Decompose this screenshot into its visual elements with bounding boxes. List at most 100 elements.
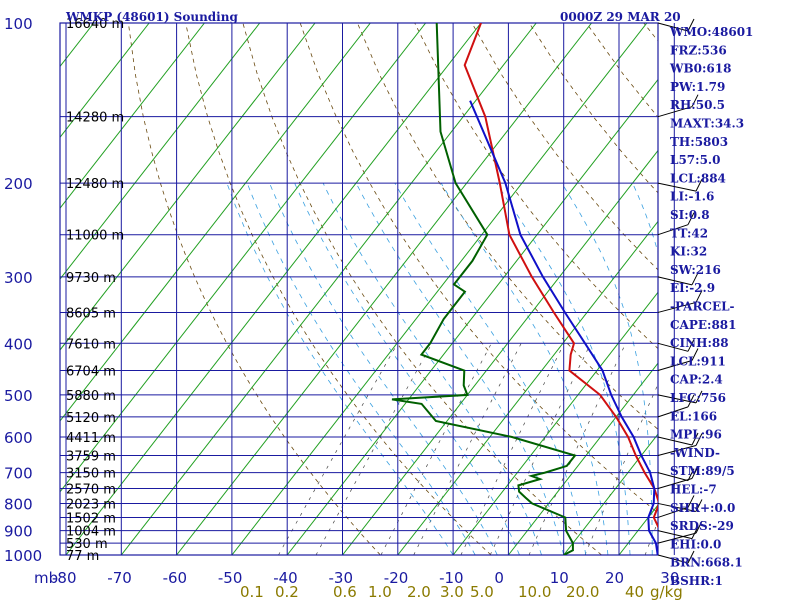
stability-index: L57:5.0 xyxy=(670,153,720,167)
isotherm-line xyxy=(508,362,658,555)
stability-index: LCL:884 xyxy=(670,171,726,185)
temperature-tick-label: 20 xyxy=(605,569,624,587)
isotherm-line xyxy=(176,23,592,555)
temperature-tick-label: -80 xyxy=(52,569,77,587)
wind-barb-shaft xyxy=(657,106,693,118)
temperature-tick-label: -50 xyxy=(218,569,243,587)
wind-barb-shaft xyxy=(657,502,697,512)
pressure-labels: 100 200 300 400 500 600 700 800 900 1000 xyxy=(4,15,42,565)
dry-adiabat-line xyxy=(471,23,658,271)
stability-index: BSHR:1 xyxy=(670,574,723,588)
mixing-ratio-label: 2.0 xyxy=(407,583,431,600)
mixing-ratio-label: 1.0 xyxy=(368,583,392,600)
mixing-ratio-labels: 0.1 0.2 0.6 1.0 2.0 3.0 5.0 10.0 20.0 40 g/kg xyxy=(240,583,683,600)
stability-index: SI:0.8 xyxy=(670,208,710,222)
mixing-ratio-label: 20.0 xyxy=(566,583,599,600)
stability-index: CAP:2.4 xyxy=(670,373,723,387)
wind-barb-flag xyxy=(695,499,703,512)
mixing-ratio-label: 0.6 xyxy=(333,583,357,600)
height-label: 1004 m xyxy=(66,525,116,540)
height-label: 6704 m xyxy=(66,365,116,380)
stability-index: LFC:756 xyxy=(670,391,726,405)
temperature-tick-label: 0 xyxy=(494,569,504,587)
wind-barb-flag xyxy=(687,468,695,481)
mixing-ratio-line xyxy=(460,343,565,555)
moist-adiabat-line xyxy=(269,182,498,555)
dry-adiabat-line xyxy=(758,23,800,555)
stability-index: SW:216 xyxy=(670,263,721,277)
stability-index: HEL:-7 xyxy=(670,483,717,497)
stability-index: EL:166 xyxy=(670,409,717,423)
isotherm-line xyxy=(452,291,658,555)
mixing-ratio-label: 10.0 xyxy=(518,583,551,600)
pressure-label: 500 xyxy=(4,387,33,405)
wind-barb-flag xyxy=(695,520,703,534)
isotherm-line xyxy=(60,23,427,493)
stability-index: MAXT:34.3 xyxy=(670,117,744,131)
dry-adiabat-line xyxy=(414,23,658,350)
wind-barb-flag xyxy=(695,178,703,192)
mixing-ratio-line xyxy=(584,383,658,555)
stability-index: -PARCEL- xyxy=(670,300,735,314)
wind-barb-shaft xyxy=(657,532,697,544)
wind-barb-flag xyxy=(695,433,703,446)
stability-index: LCL:911 xyxy=(670,354,726,368)
mixing-ratio-label: 40 xyxy=(625,583,644,600)
height-label: 5880 m xyxy=(66,389,116,404)
wind-barb-shaft xyxy=(657,554,689,564)
pressure-label: 300 xyxy=(4,269,33,287)
wind-barbs xyxy=(657,18,703,564)
wind-barb-flag xyxy=(687,18,695,32)
height-label: 1502 m xyxy=(66,511,116,526)
stability-indices: WMO:48601 FRZ:536 WB0:618 PW:1.79 RH:50.5 MAX… xyxy=(669,25,753,588)
pressure-label: 700 xyxy=(4,465,33,483)
stability-index: SHR+:0.0 xyxy=(670,501,735,515)
temperature-tick-label: -70 xyxy=(107,569,132,587)
height-label: 14280 m xyxy=(66,111,124,126)
temperature-tick-label: -20 xyxy=(384,569,409,587)
stability-index: EI:-2.9 xyxy=(670,281,715,295)
moist-adiabat-line xyxy=(294,182,520,555)
wind-barb-flag xyxy=(695,290,703,303)
stability-index: PW:1.79 xyxy=(670,80,725,94)
stability-index: -WIND- xyxy=(670,446,720,460)
wind-barb-shaft xyxy=(657,394,697,404)
height-label: 7610 m xyxy=(66,337,116,352)
dry-adiabat-line xyxy=(528,23,658,194)
sounding-profiles xyxy=(391,23,658,555)
isotherm-line xyxy=(65,23,482,555)
stability-index: BRN:668.1 xyxy=(670,556,743,570)
height-label: 2023 m xyxy=(66,497,116,512)
isotherm-line xyxy=(286,78,658,555)
temperature-tick-label: -40 xyxy=(273,569,298,587)
height-label: 4411 m xyxy=(66,431,116,446)
mixing-ratio-label: 0.2 xyxy=(275,583,299,600)
height-label: 8605 m xyxy=(66,306,116,321)
wind-barb-shaft xyxy=(657,276,693,286)
isotherm-line xyxy=(563,433,658,555)
isotherm-line xyxy=(397,220,658,555)
height-label: 16640 m xyxy=(66,17,124,32)
wind-barb-shaft xyxy=(657,478,693,490)
stability-index: RH:50.5 xyxy=(670,98,725,112)
wind-barb-shaft xyxy=(657,301,697,313)
height-label: 5120 m xyxy=(66,411,116,426)
pressure-label: 400 xyxy=(4,335,33,353)
wind-barb-shaft xyxy=(657,472,689,482)
wind-barb-flag xyxy=(687,550,695,564)
temperature-tick-label: 30 xyxy=(660,569,679,587)
wind-barb-flag xyxy=(687,339,695,352)
isotherm-line xyxy=(730,23,800,555)
height-label: 3759 m xyxy=(66,449,116,464)
isobars xyxy=(59,22,675,556)
stability-index: KI:32 xyxy=(670,245,707,259)
temperature-tick-label: -30 xyxy=(329,569,354,587)
height-label: 3150 m xyxy=(66,467,116,482)
height-labels: 16640 m 14280 m 12480 m 11000 m 9730 m 8605 m… xyxy=(66,17,124,564)
mixing-ratio-line xyxy=(315,343,433,555)
temperature-tick-label: 10 xyxy=(550,569,569,587)
stability-index: EHI:0.0 xyxy=(670,537,721,551)
stability-index: STM:89/5 xyxy=(670,464,735,478)
pressure-label: 1000 xyxy=(4,547,42,565)
wind-barb-shaft xyxy=(657,444,697,456)
